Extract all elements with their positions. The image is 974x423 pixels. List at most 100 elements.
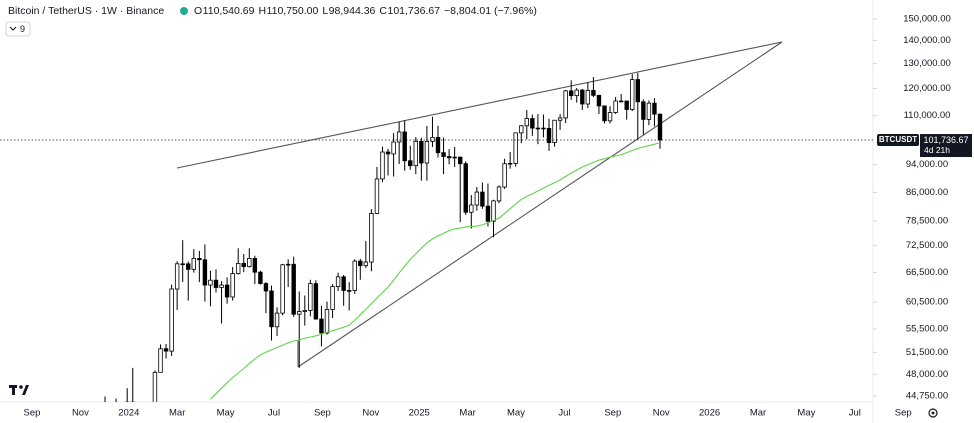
y-tick-label: 150,000.00 xyxy=(903,13,951,24)
candle-body xyxy=(596,94,602,107)
candle-body xyxy=(291,263,296,315)
last-price-tag xyxy=(920,134,972,158)
candle-body xyxy=(574,89,579,97)
symbol-title: Bitcoin / TetherUS · 1W · Binance xyxy=(8,5,164,17)
x-tick-label: Nov xyxy=(653,408,670,419)
candle-body xyxy=(585,89,591,105)
x-tick-label: 2025 xyxy=(409,408,430,419)
x-tick-label: Mar xyxy=(750,408,766,419)
candle-body xyxy=(419,140,424,164)
chevron-icon xyxy=(9,26,17,31)
candle-body xyxy=(335,276,341,287)
x-tick-label: May xyxy=(797,408,815,419)
logo-part xyxy=(12,385,15,395)
ohlc-value: 98,944.36 xyxy=(329,5,376,17)
candle-body xyxy=(618,100,624,103)
last-price-text: 101,736.67 xyxy=(923,135,968,145)
y-tick-label: 94,000.00 xyxy=(906,159,948,170)
y-tick-label: 51,500.00 xyxy=(906,347,948,358)
x-tick-label: Nov xyxy=(362,408,379,419)
candle-body xyxy=(380,151,385,180)
candle-body xyxy=(152,371,158,402)
candle-body xyxy=(569,90,574,97)
y-tick-label: 78,500.00 xyxy=(906,215,948,226)
candle-body xyxy=(641,101,646,120)
candle-body xyxy=(391,141,396,155)
candle-body xyxy=(363,261,369,267)
candle-body xyxy=(219,284,224,288)
candle-body xyxy=(541,127,546,130)
candle-body xyxy=(197,258,202,261)
ohlc-legend: O 110,540.69 H 110,750.00 L 98,944.36 C 101,736… xyxy=(194,5,537,17)
candle-body xyxy=(519,125,524,134)
price-change: −8,804.01 (−7.96%) xyxy=(444,5,537,17)
gear-center xyxy=(931,411,935,415)
candle-body xyxy=(269,290,274,328)
candle-body xyxy=(224,284,230,298)
candle-body xyxy=(297,311,302,315)
x-tick-label: Jul xyxy=(849,408,861,419)
ohlc-label: O xyxy=(194,5,202,17)
symbol-tag-text: BTCUSDT xyxy=(879,135,917,144)
candle-body xyxy=(369,213,374,263)
candle-body xyxy=(602,105,607,122)
market-status-dot xyxy=(180,7,188,15)
candle-body xyxy=(580,89,585,105)
x-tick-label: Mar xyxy=(459,408,475,419)
candle-body xyxy=(385,151,391,155)
candle-body xyxy=(613,100,618,113)
candle-body xyxy=(408,160,413,167)
x-tick-label: Nov xyxy=(72,408,89,419)
candle-body xyxy=(435,136,441,154)
candle-body xyxy=(624,100,629,110)
gear-icon xyxy=(928,408,938,418)
candle-body xyxy=(358,260,363,267)
logo-part xyxy=(22,385,29,395)
symbol-tag xyxy=(877,134,919,147)
ohlc-value: 110,540.69 xyxy=(203,5,255,17)
candle-body xyxy=(346,290,352,292)
y-tick-label: 55,500.00 xyxy=(906,324,948,335)
x-tick-label: Sep xyxy=(604,408,621,419)
candle-body xyxy=(163,348,169,352)
x-tick-label: Jul xyxy=(558,408,570,419)
candle-body xyxy=(535,127,541,130)
ohlc-value: 101,736.67 xyxy=(387,5,440,17)
candle-body xyxy=(191,258,196,270)
settings-button[interactable] xyxy=(928,408,938,418)
candle-body xyxy=(230,273,235,298)
candle-body xyxy=(441,152,446,157)
candle-body xyxy=(591,89,596,96)
x-tick-label: May xyxy=(507,408,525,419)
candle-body xyxy=(491,200,496,222)
ohlc-label: C xyxy=(379,5,387,17)
candle-body xyxy=(413,140,418,167)
x-tick-label: Sep xyxy=(314,408,331,419)
x-tick-label: Mar xyxy=(169,408,185,419)
y-tick-label: 130,000.00 xyxy=(903,58,951,69)
candle-body xyxy=(274,312,280,328)
indicators-count: 9 xyxy=(20,24,25,34)
candle-body xyxy=(524,118,529,127)
candle-body xyxy=(247,258,252,267)
tv-logo xyxy=(9,385,29,395)
candle-body xyxy=(607,112,613,122)
candle-body xyxy=(463,163,468,213)
candle-body xyxy=(396,131,402,143)
candle-body xyxy=(635,79,640,103)
candle-body xyxy=(402,131,407,162)
candle-body xyxy=(496,186,502,202)
x-tick-label: 2024 xyxy=(118,408,139,419)
y-tick-label: 86,000.00 xyxy=(906,187,948,198)
x-tick-label: 2026 xyxy=(699,408,720,419)
candle-body xyxy=(507,162,513,165)
candle-body xyxy=(324,309,330,334)
y-tick-label: 48,000.00 xyxy=(906,369,948,380)
candle-body xyxy=(319,318,324,334)
candle-body xyxy=(480,191,485,207)
indicators-toggle[interactable] xyxy=(5,21,31,37)
candle-body xyxy=(174,263,180,290)
candle-body xyxy=(552,119,557,144)
ohlc-label: H xyxy=(258,5,266,17)
